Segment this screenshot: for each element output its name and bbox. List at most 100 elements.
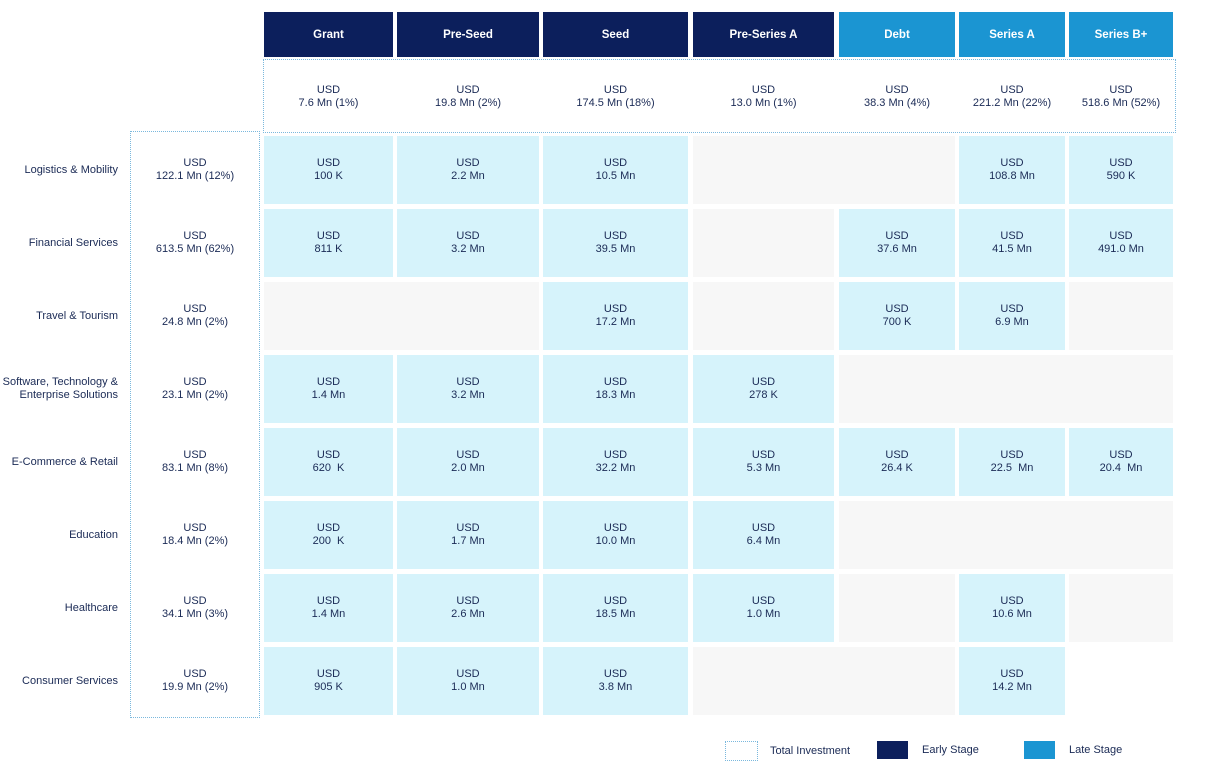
currency-label: USD xyxy=(603,84,628,96)
investment-cell: USD 811 K xyxy=(264,209,393,277)
sector-label: Logistics & Mobility xyxy=(24,163,118,176)
currency-label: USD xyxy=(751,376,776,388)
investment-value: 200 K xyxy=(312,535,345,547)
investment-value: 100 K xyxy=(314,170,343,182)
empty-cell xyxy=(693,209,834,277)
currency-label: USD xyxy=(316,376,341,388)
empty-cell xyxy=(839,574,955,642)
stage-total: USD 19.8 Mn (2%) xyxy=(397,82,539,112)
investment-cell: USD 3.8 Mn xyxy=(543,647,688,715)
currency-label: USD xyxy=(885,84,909,96)
currency-label: USD xyxy=(885,303,909,315)
stage-header: Pre-Seed xyxy=(397,12,539,57)
investment-value: 20.4 Mn xyxy=(1099,462,1143,474)
investment-cell: USD 905 K xyxy=(264,647,393,715)
investment-value: 2.2 Mn xyxy=(451,170,485,182)
stage-header-label: Grant xyxy=(313,28,344,41)
stage-header-label: Seed xyxy=(601,28,630,41)
currency-label: USD xyxy=(183,449,207,461)
investment-value: 6.4 Mn xyxy=(746,535,781,547)
currency-label: USD xyxy=(316,157,341,169)
currency-label: USD xyxy=(183,230,207,242)
currency-label: USD xyxy=(456,522,480,534)
investment-value: 6.9 Mn xyxy=(995,316,1029,328)
currency-label: USD xyxy=(603,230,628,242)
stage-total: USD 518.6 Mn (52%) xyxy=(1069,82,1173,112)
sector-label: E-Commerce & Retail xyxy=(11,455,118,468)
currency-label: USD xyxy=(603,157,628,169)
investment-cell: USD 491.0 Mn xyxy=(1069,209,1173,277)
investment-value: 17.2 Mn xyxy=(595,316,636,328)
currency-label: USD xyxy=(751,84,776,96)
sector-total: USD 24.8 Mn (2%) xyxy=(131,301,259,331)
currency-label: USD xyxy=(751,522,776,534)
investment-cell: USD 2.2 Mn xyxy=(397,136,539,204)
currency-label: USD xyxy=(603,522,628,534)
empty-cell xyxy=(839,355,1173,423)
stage-total-value: 13.0 Mn (1%) xyxy=(730,97,797,109)
sector-total: USD 18.4 Mn (2%) xyxy=(131,520,259,550)
sector-label: Education xyxy=(69,528,118,541)
investment-value: 1.7 Mn xyxy=(451,535,485,547)
stage-total: USD 221.2 Mn (22%) xyxy=(959,82,1065,112)
currency-label: USD xyxy=(456,668,480,680)
empty-cell xyxy=(1069,282,1173,350)
sector-label: Financial Services xyxy=(28,236,118,249)
legend-total-swatch xyxy=(725,741,758,761)
stage-header: Pre-Series A xyxy=(693,12,834,57)
investment-value: 3.2 Mn xyxy=(451,243,485,255)
stage-header: Debt xyxy=(839,12,955,57)
stage-total-value: 7.6 Mn (1%) xyxy=(298,97,359,109)
investment-cell: USD 22.5 Mn xyxy=(959,428,1065,496)
investment-value: 2.0 Mn xyxy=(451,462,485,474)
currency-label: USD xyxy=(1000,595,1024,607)
legend-late-swatch xyxy=(1024,741,1055,759)
sector-total: USD 613.5 Mn (62%) xyxy=(131,228,259,258)
stage-total-value: 174.5 Mn (18%) xyxy=(576,97,655,109)
investment-value: 32.2 Mn xyxy=(595,462,636,474)
currency-label: USD xyxy=(456,449,480,461)
empty-cell xyxy=(839,501,1173,569)
stage-header: Series A xyxy=(959,12,1065,57)
empty-cell xyxy=(693,136,955,204)
investment-value: 18.3 Mn xyxy=(595,389,636,401)
sector-total: USD 19.9 Mn (2%) xyxy=(131,666,259,696)
currency-label: USD xyxy=(1000,449,1024,461)
investment-value: 39.5 Mn xyxy=(595,243,636,255)
currency-label: USD xyxy=(316,595,341,607)
sector-label: Consumer Services xyxy=(22,674,118,687)
investment-cell: USD 620 K xyxy=(264,428,393,496)
stage-total-value: 221.2 Mn (22%) xyxy=(972,97,1052,109)
currency-label: USD xyxy=(456,595,480,607)
investment-value: 278 K xyxy=(749,389,778,401)
investment-cell: USD 10.5 Mn xyxy=(543,136,688,204)
investment-cell: USD 3.2 Mn xyxy=(397,355,539,423)
investment-value: 14.2 Mn xyxy=(992,681,1032,693)
investment-value: 3.8 Mn xyxy=(598,681,633,693)
investment-cell: USD 6.9 Mn xyxy=(959,282,1065,350)
investment-cell: USD 6.4 Mn xyxy=(693,501,834,569)
stage-header: Seed xyxy=(543,12,688,57)
stage-header-label: Series B+ xyxy=(1094,28,1148,41)
investment-value: 108.8 Mn xyxy=(989,170,1035,182)
investment-value: 1.0 Mn xyxy=(746,608,781,620)
investment-value: 590 K xyxy=(1106,170,1136,182)
sector-total: USD 83.1 Mn (8%) xyxy=(131,447,259,477)
stage-total-value: 518.6 Mn (52%) xyxy=(1081,97,1161,109)
sector-total-value: 83.1 Mn (8%) xyxy=(161,462,229,474)
currency-label: USD xyxy=(183,668,207,680)
investment-value: 811 K xyxy=(314,243,343,255)
stage-total-value: 19.8 Mn (2%) xyxy=(434,97,502,109)
currency-label: USD xyxy=(456,376,480,388)
investment-cell: USD 1.4 Mn xyxy=(264,355,393,423)
empty-cell xyxy=(264,282,539,350)
investment-cell: USD 100 K xyxy=(264,136,393,204)
currency-label: USD xyxy=(603,595,628,607)
sector-total: USD 34.1 Mn (3%) xyxy=(131,593,259,623)
investment-value: 3.2 Mn xyxy=(451,389,485,401)
stage-total-value: 38.3 Mn (4%) xyxy=(863,97,931,109)
investment-value: 10.0 Mn xyxy=(595,535,636,547)
sector-total-value: 23.1 Mn (2%) xyxy=(161,389,229,401)
sector-total: USD 23.1 Mn (2%) xyxy=(131,374,259,404)
stage-total: USD 174.5 Mn (18%) xyxy=(543,82,688,112)
